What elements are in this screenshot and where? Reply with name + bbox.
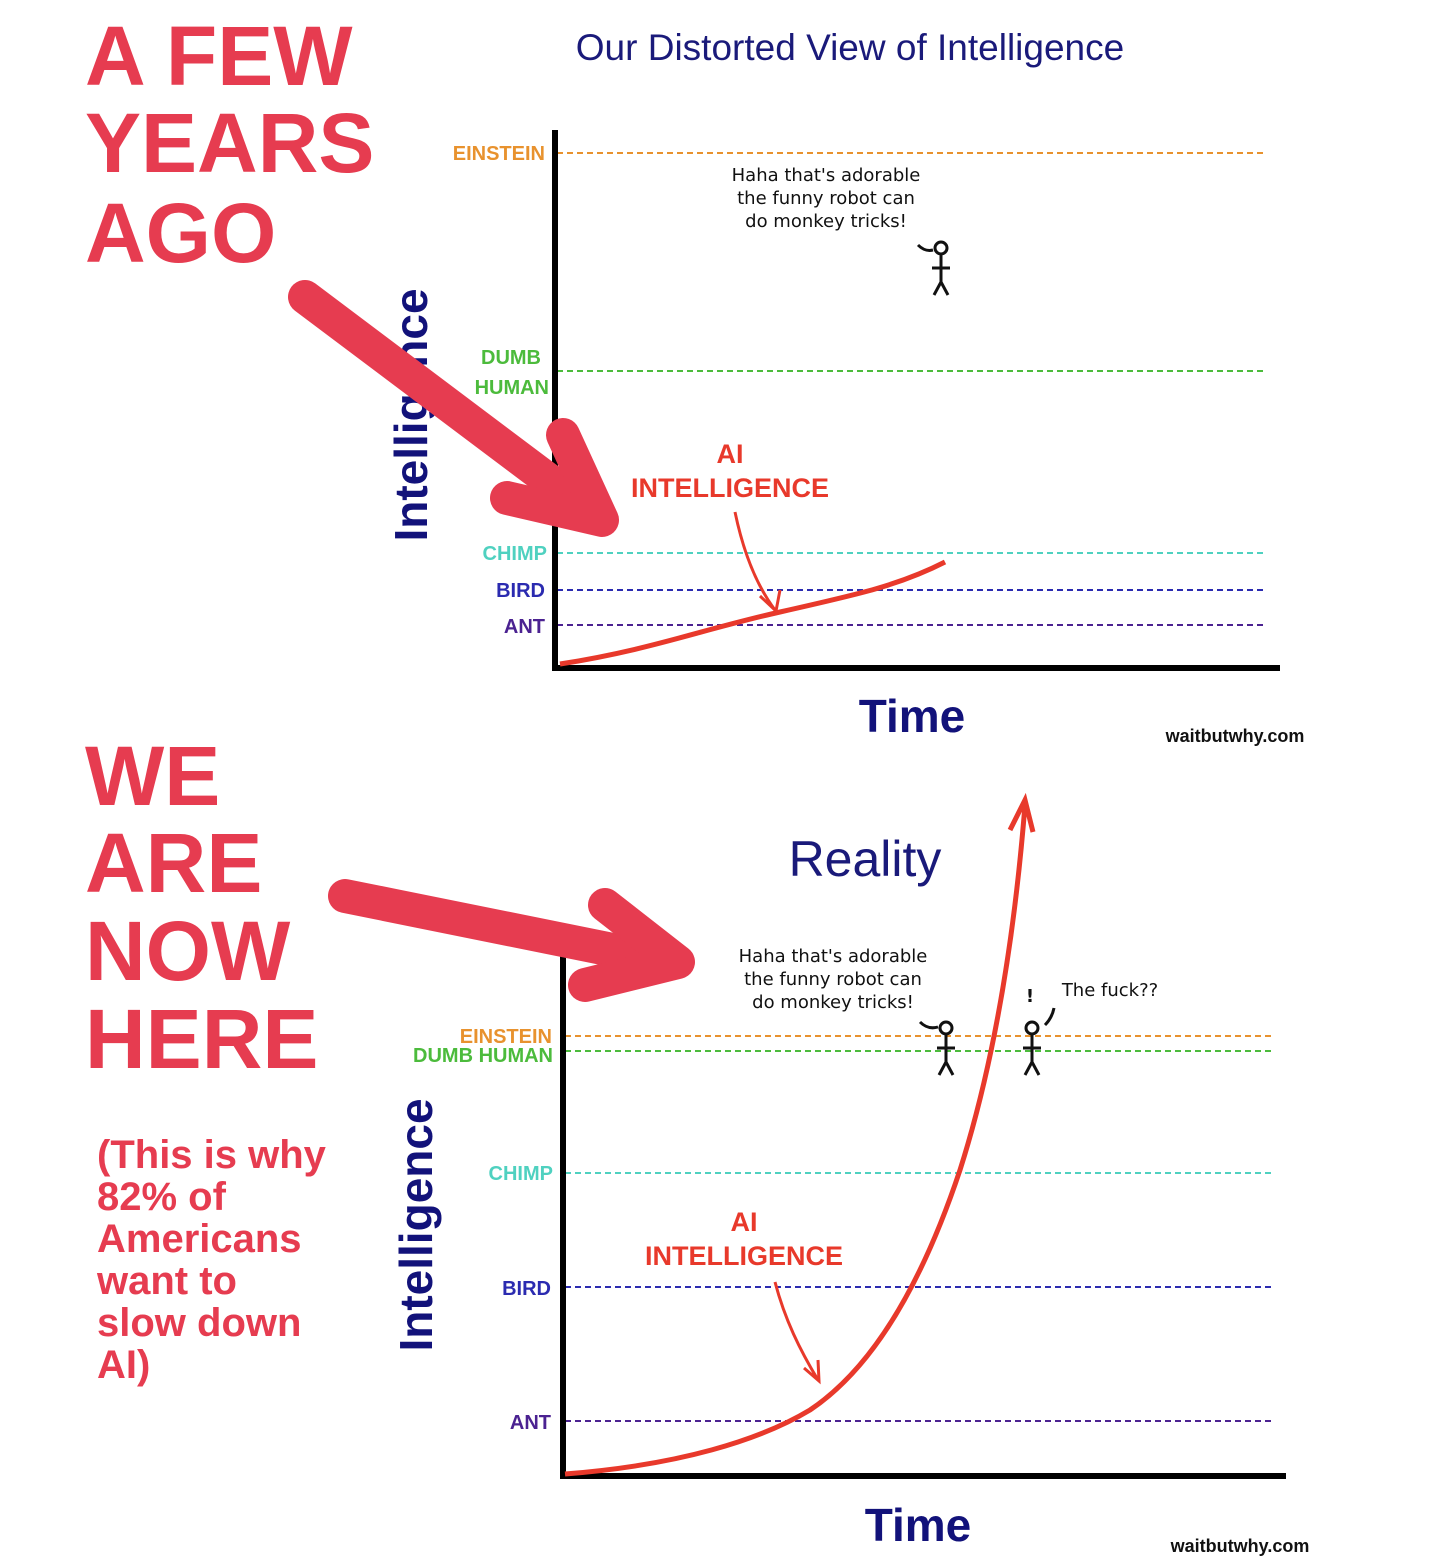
y-axis-label: Intelligence	[390, 1098, 442, 1351]
speech: the funny robot can	[737, 188, 915, 209]
level-label: CHIMP	[483, 543, 547, 565]
annotation: AGO	[85, 186, 276, 280]
credit: waitbutwhy.com	[1165, 726, 1305, 746]
note: slow down	[97, 1301, 301, 1345]
note: 82% of	[97, 1175, 227, 1219]
stick-figure	[916, 240, 950, 296]
pointer-arrow	[288, 280, 619, 537]
exclaim: !	[1026, 986, 1034, 1007]
pointer-arrow	[328, 879, 695, 1002]
speech: do monkey tricks!	[745, 211, 907, 232]
label-arrow	[773, 1281, 821, 1385]
annotation: WE	[85, 729, 220, 823]
x-axis-label: Time	[859, 690, 966, 742]
annotation: YEARS	[85, 96, 374, 190]
speech: the funny robot can	[744, 969, 922, 990]
level-label: ANT	[510, 1412, 551, 1434]
speech: Haha that's adorable	[732, 165, 921, 186]
level-label: DUMB HUMAN	[413, 1045, 553, 1067]
annotation: HERE	[85, 992, 318, 1086]
level-label: ANT	[504, 616, 545, 638]
note: want to	[96, 1259, 237, 1303]
level-label: DUMB	[481, 347, 541, 369]
level-label: HUMAN	[475, 377, 549, 399]
level-label: CHIMP	[489, 1163, 553, 1185]
chart-title: Our Distorted View of Intelligence	[576, 27, 1124, 68]
stick-figure	[1023, 1007, 1056, 1076]
curve-label: INTELLIGENCE	[631, 473, 829, 503]
level-label: BIRD	[496, 580, 545, 602]
note: Americans	[97, 1217, 302, 1261]
curve-label: AI	[717, 439, 744, 469]
curve-label: AI	[731, 1207, 758, 1237]
y-axis-label: Intelligence	[385, 288, 437, 541]
annotation: NOW	[85, 904, 291, 998]
note: AI)	[97, 1343, 150, 1387]
speech: Haha that's adorable	[739, 946, 928, 967]
ai-curve	[559, 559, 947, 667]
credit: waitbutwhy.com	[1170, 1536, 1310, 1556]
level-label: EINSTEIN	[453, 143, 545, 165]
speech: do monkey tricks!	[752, 992, 914, 1013]
annotation: ARE	[85, 816, 262, 910]
level-label: EINSTEIN	[460, 1026, 552, 1048]
note: (This is why	[97, 1133, 327, 1177]
axes	[552, 130, 1280, 671]
label-arrow	[733, 511, 782, 614]
stick-figure	[918, 1020, 955, 1076]
axes	[560, 955, 1286, 1479]
x-axis-label: Time	[865, 1499, 972, 1551]
ai-curve	[564, 792, 1036, 1477]
level-label: BIRD	[502, 1278, 551, 1300]
annotation: A FEW	[85, 9, 353, 103]
curve-label: INTELLIGENCE	[645, 1241, 843, 1271]
chart-title: Reality	[789, 831, 942, 887]
speech: The fuck??	[1061, 980, 1158, 1001]
